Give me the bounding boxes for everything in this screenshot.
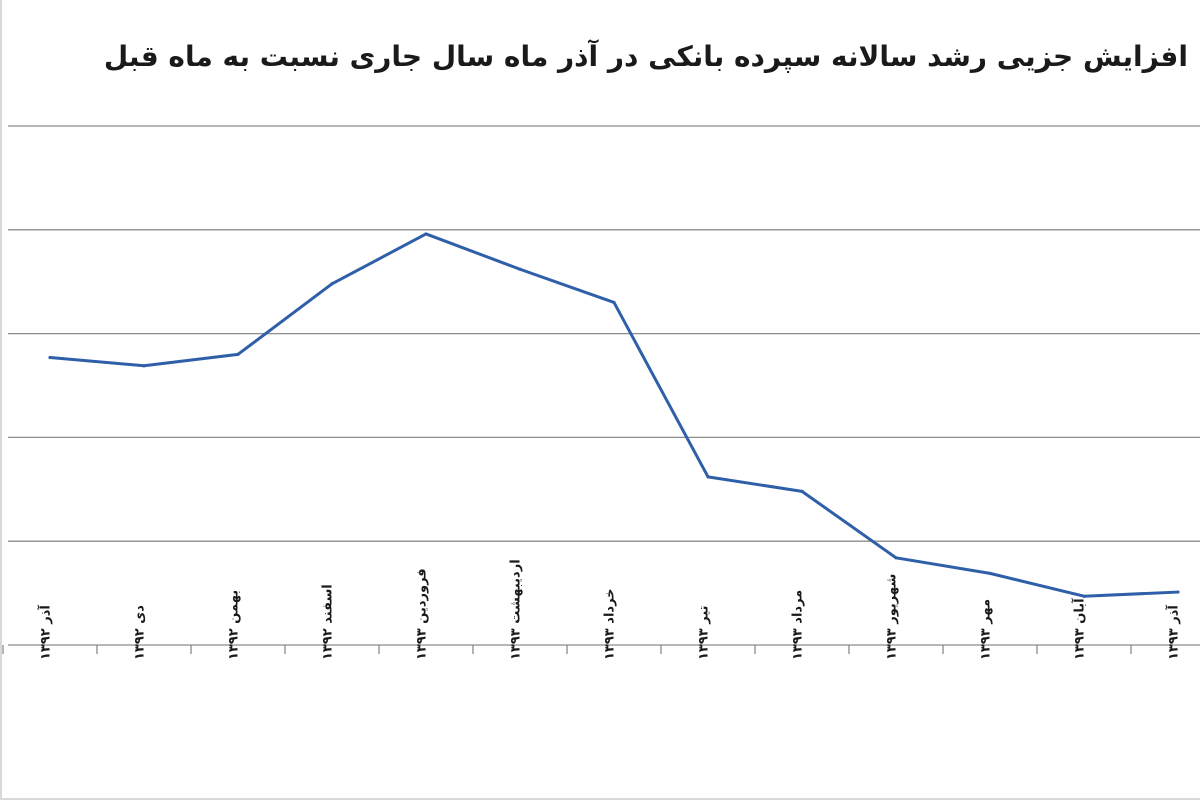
x-tick-label: آبان ۱۳۹۳: [1071, 598, 1088, 660]
x-tick-label: اردیبهشت ۱۳۹۳: [509, 559, 524, 660]
data-point: [48, 355, 52, 360]
x-tick-label: فروردین ۱۳۹۳: [415, 568, 430, 660]
x-axis-labels: آذر ۱۳۹۲ دی ۱۳۹۲ بهمن ۱۳۹۲ اسفند ۱۳۹۲ فروردی…: [37, 559, 1182, 660]
x-tick-label: آذر ۱۳۹۲: [37, 605, 54, 660]
data-point: [706, 475, 710, 479]
data-point: [988, 571, 992, 575]
x-tick-label: خرداد ۱۳۹۳: [603, 588, 618, 660]
data-point: [612, 300, 616, 305]
data-point: [236, 352, 240, 356]
data-point: [142, 364, 146, 368]
data-point: [330, 282, 334, 286]
data-point: [518, 267, 522, 271]
data-point: [1176, 590, 1180, 594]
data-point: [894, 556, 898, 560]
x-tick-label: مهر ۱۳۹۳: [979, 599, 994, 660]
x-tick-label: آذر ۱۳۹۳: [1165, 605, 1182, 660]
data-point: [1082, 594, 1086, 598]
x-tick-label: شهریور ۱۳۹۳: [885, 574, 900, 660]
x-tick-label: تیر ۱۳۹۳: [697, 605, 712, 660]
data-point: [424, 232, 428, 236]
x-tick-label: بهمن ۱۳۹۲: [227, 590, 242, 660]
chart-title: افزایش جزیی رشد سالانه سپرده بانکی در آذ…: [103, 40, 1188, 73]
x-tick-label: اسفند ۱۳۹۲: [321, 584, 336, 660]
x-tick-label: دی ۱۳۹۲: [133, 605, 148, 660]
x-tick-label: مرداد ۱۳۹۳: [791, 590, 806, 660]
x-axis-ticks: [2, 645, 1132, 654]
series-line: [49, 232, 1179, 598]
series-line-group: [48, 232, 1180, 598]
data-point: [800, 489, 804, 493]
gridlines: [8, 125, 1200, 646]
